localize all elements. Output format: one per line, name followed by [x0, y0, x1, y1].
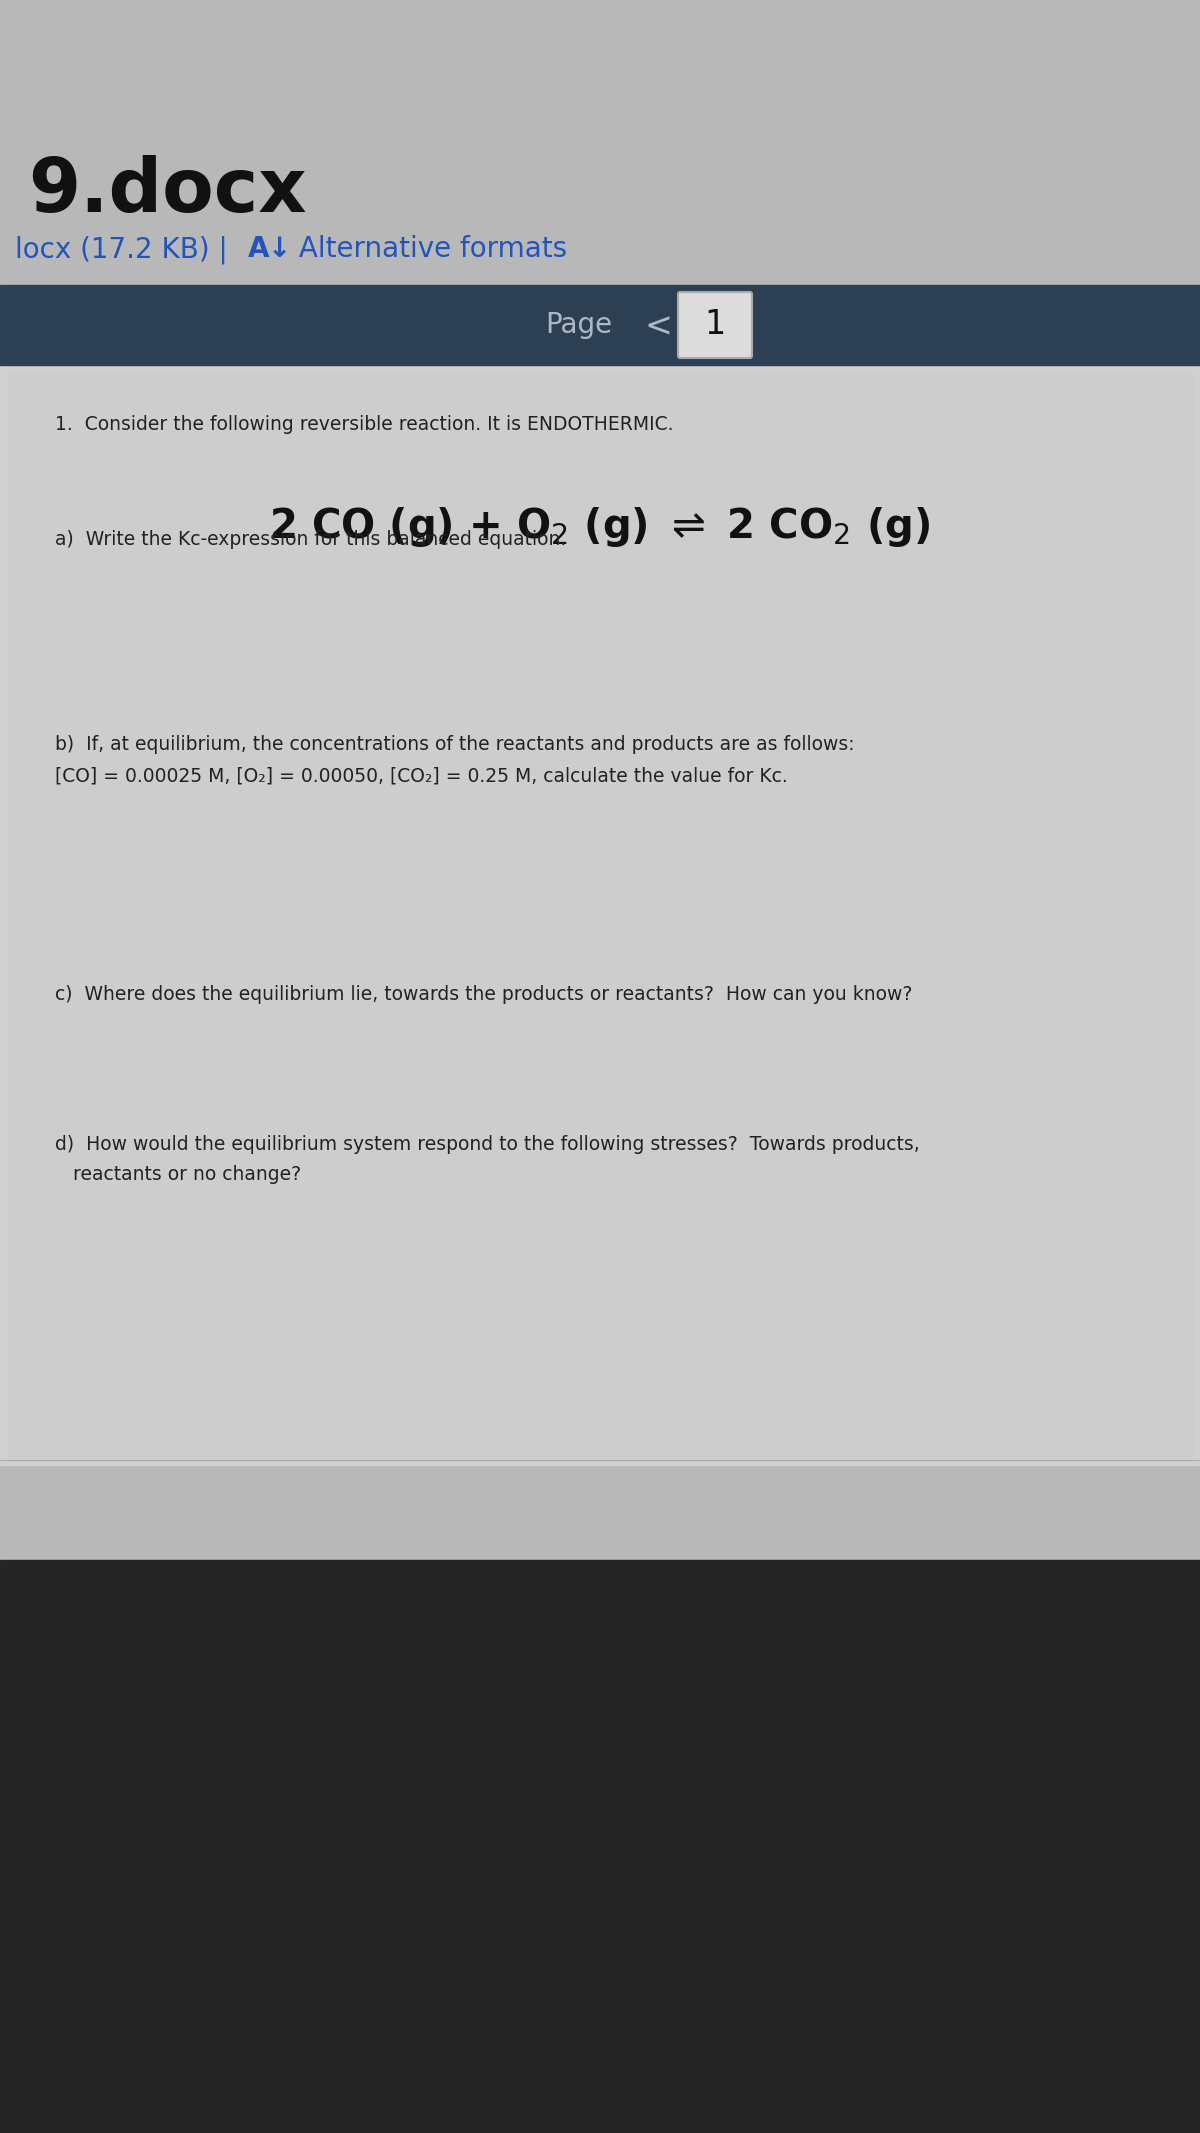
FancyBboxPatch shape: [678, 292, 752, 358]
Text: c)  Where does the equilibrium lie, towards the products or reactants?  How can : c) Where does the equilibrium lie, towar…: [55, 985, 912, 1005]
Text: locx (17.2 KB) |: locx (17.2 KB) |: [14, 235, 236, 264]
Text: b)  If, at equilibrium, the concentrations of the reactants and products are as : b) If, at equilibrium, the concentration…: [55, 736, 854, 753]
Text: 2 CO (g) + O$_2$ (g) $\rightleftharpoons$ 2 CO$_2$ (g): 2 CO (g) + O$_2$ (g) $\rightleftharpoons…: [270, 506, 930, 548]
Text: A: A: [248, 235, 270, 262]
Bar: [8, 373, 1192, 1457]
Bar: [0, 1559, 1200, 2133]
Bar: [0, 365, 1200, 1465]
Text: ↓: ↓: [268, 235, 292, 262]
Text: <: <: [646, 311, 673, 343]
Text: Alternative formats: Alternative formats: [290, 235, 568, 262]
Text: d)  How would the equilibrium system respond to the following stresses?  Towards: d) How would the equilibrium system resp…: [55, 1135, 919, 1154]
Bar: [0, 286, 1200, 365]
Text: 9.docx: 9.docx: [28, 156, 307, 228]
Text: Page: Page: [545, 311, 612, 339]
Text: 1: 1: [704, 309, 726, 341]
Text: a)  Write the Kᴄ-expression for this balanced equation.: a) Write the Kᴄ-expression for this bala…: [55, 529, 566, 548]
Text: 1.  Consider the following reversible reaction. It is ENDOTHERMIC.: 1. Consider the following reversible rea…: [55, 416, 673, 433]
Text: [CO] = 0.00025 M, [O₂] = 0.00050, [CO₂] = 0.25 M, calculate the value for Kᴄ.: [CO] = 0.00025 M, [O₂] = 0.00050, [CO₂] …: [55, 768, 787, 785]
Text: reactants or no change?: reactants or no change?: [73, 1165, 301, 1184]
